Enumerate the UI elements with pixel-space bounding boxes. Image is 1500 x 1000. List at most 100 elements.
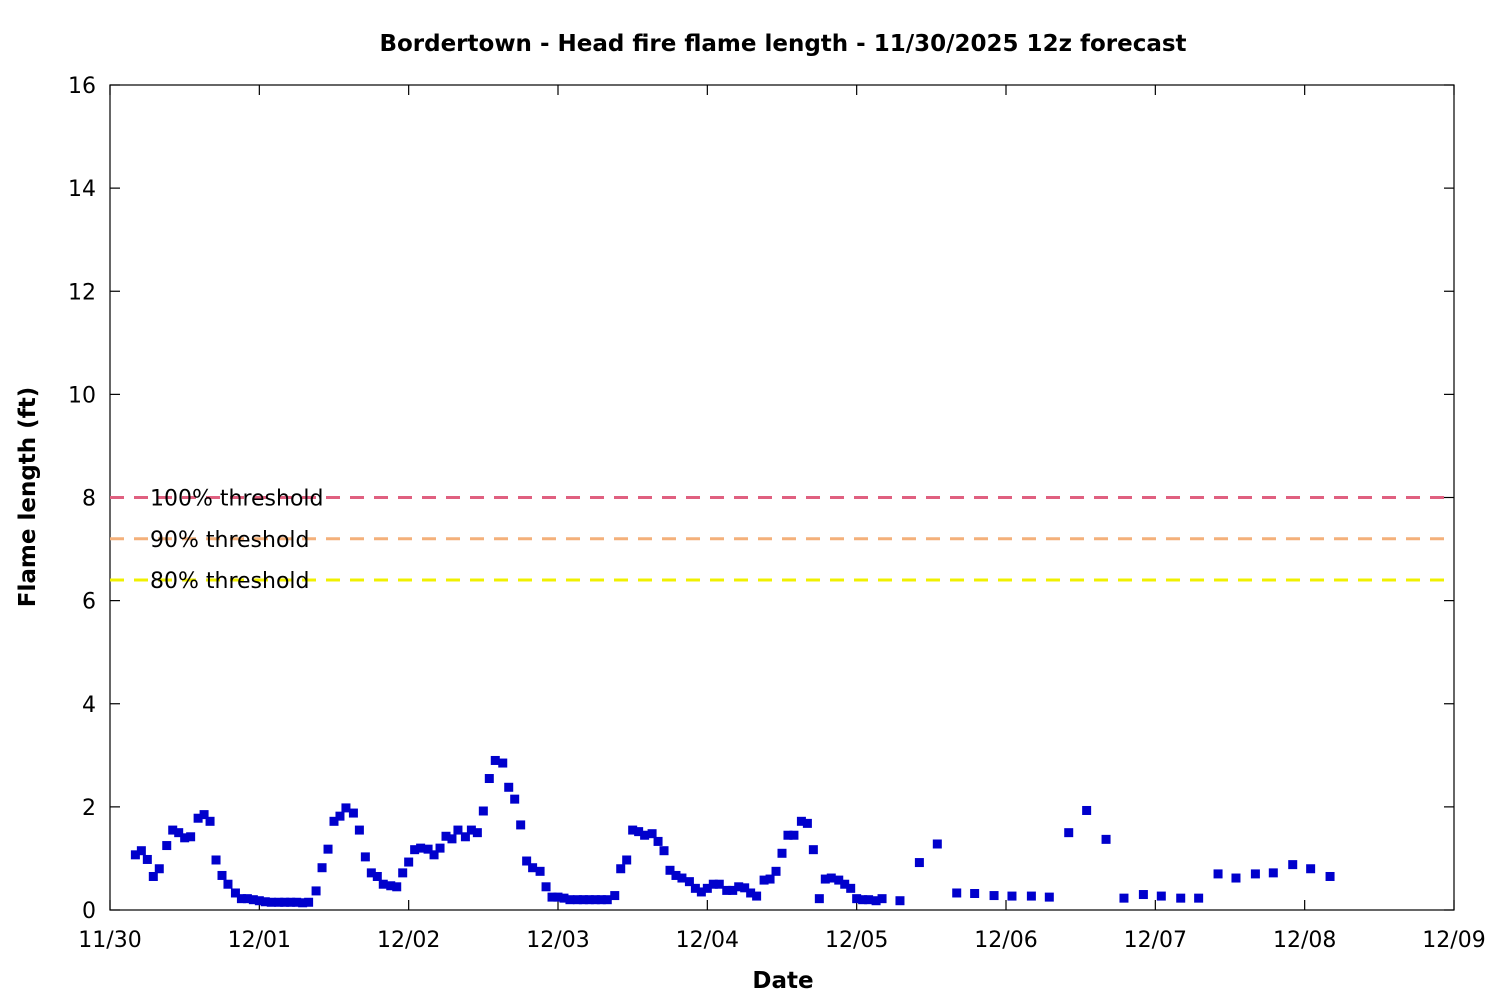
- data-point: [1007, 891, 1017, 901]
- x-tick-label: 12/07: [1124, 928, 1187, 953]
- data-point: [952, 888, 962, 898]
- data-point: [895, 896, 905, 906]
- data-point: [292, 897, 302, 907]
- data-point: [516, 820, 526, 830]
- data-point: [970, 889, 980, 898]
- data-point: [460, 832, 470, 842]
- data-point: [298, 898, 308, 908]
- y-tick-label: 14: [68, 177, 96, 202]
- x-tick-label: 11/30: [78, 928, 141, 953]
- data-point: [1064, 828, 1074, 838]
- y-tick-label: 8: [82, 487, 96, 512]
- data-point: [317, 863, 327, 873]
- data-point: [659, 846, 669, 856]
- y-tick-label: 4: [82, 693, 96, 718]
- data-point: [1194, 893, 1204, 903]
- data-point: [834, 875, 844, 885]
- data-point: [871, 896, 881, 906]
- data-point: [696, 887, 706, 897]
- x-tick-label: 12/08: [1273, 928, 1336, 953]
- data-point: [610, 891, 620, 901]
- data-point: [217, 870, 227, 880]
- y-axis: 0 2 4 6 8 10 12 14 16: [68, 74, 1454, 924]
- data-point: [510, 794, 520, 804]
- data-point: [398, 868, 408, 878]
- data-point: [714, 879, 724, 889]
- data-point: [852, 894, 862, 904]
- data-point: [671, 870, 681, 880]
- data-point: [186, 832, 196, 842]
- data-point: [1306, 864, 1316, 874]
- x-tick-label: 12/01: [228, 928, 291, 953]
- data-point: [616, 864, 626, 874]
- data-point: [280, 897, 290, 907]
- data-point: [752, 891, 762, 901]
- y-tick-label: 16: [68, 74, 96, 99]
- data-point: [864, 895, 874, 905]
- data-point: [858, 895, 868, 905]
- data-point: [304, 897, 314, 907]
- data-point: [366, 868, 376, 878]
- data-point: [429, 850, 439, 860]
- data-point: [559, 893, 569, 903]
- data-point: [1213, 869, 1223, 879]
- data-point: [341, 803, 351, 813]
- x-tick-label: 12/04: [676, 928, 739, 953]
- data-point: [447, 834, 457, 844]
- data-point: [728, 885, 738, 895]
- x-tick-label: 12/03: [526, 928, 589, 953]
- data-point: [578, 895, 588, 905]
- data-point: [522, 856, 532, 866]
- data-point: [777, 848, 787, 858]
- y-axis-label: Flame length (ft): [15, 387, 41, 607]
- data-point: [1101, 834, 1111, 844]
- data-point: [378, 879, 388, 889]
- y-tick-label: 0: [82, 899, 96, 924]
- y-tick-label: 10: [68, 383, 96, 408]
- data-point: [1138, 890, 1148, 900]
- data-point: [814, 894, 824, 904]
- data-point: [174, 828, 184, 838]
- data-point: [148, 871, 158, 881]
- data-point: [248, 895, 258, 905]
- data-point: [840, 879, 850, 889]
- data-point: [989, 891, 999, 901]
- x-axis: 11/30 12/01 12/02 12/03 12/04 12/05 12/06 12/07…: [78, 85, 1486, 953]
- data-point: [162, 841, 172, 851]
- data-point: [820, 874, 830, 884]
- data-point: [372, 871, 382, 881]
- data-point: [416, 843, 426, 853]
- data-point: [914, 858, 924, 868]
- data-point: [348, 808, 358, 818]
- data-point: [1288, 860, 1298, 870]
- data-point: [136, 846, 146, 856]
- data-point: [360, 852, 370, 862]
- data-point: [535, 866, 545, 876]
- data-point: [572, 895, 582, 905]
- data-point: [802, 818, 812, 828]
- data-point: [1044, 892, 1054, 902]
- data-point: [205, 816, 215, 826]
- data-point: [877, 894, 887, 904]
- data-point: [708, 879, 718, 889]
- data-point: [260, 897, 270, 907]
- data-point: [740, 883, 750, 893]
- x-tick-label: 12/09: [1422, 928, 1485, 953]
- data-point: [466, 825, 476, 835]
- data-point: [478, 806, 488, 816]
- data-point: [1026, 891, 1036, 901]
- data-point: [628, 825, 638, 835]
- data-point: [734, 882, 744, 892]
- data-point: [242, 894, 252, 904]
- data-point: [702, 883, 712, 893]
- threshold-label: 90% threshold: [150, 528, 310, 553]
- data-point: [504, 782, 514, 792]
- data-point: [154, 864, 164, 874]
- data-point: [765, 874, 775, 884]
- data-point: [266, 897, 276, 907]
- data-point: [1119, 893, 1129, 903]
- data-point: [722, 885, 732, 895]
- data-point: [168, 825, 178, 835]
- data-point: [528, 863, 538, 873]
- data-point: [435, 843, 445, 853]
